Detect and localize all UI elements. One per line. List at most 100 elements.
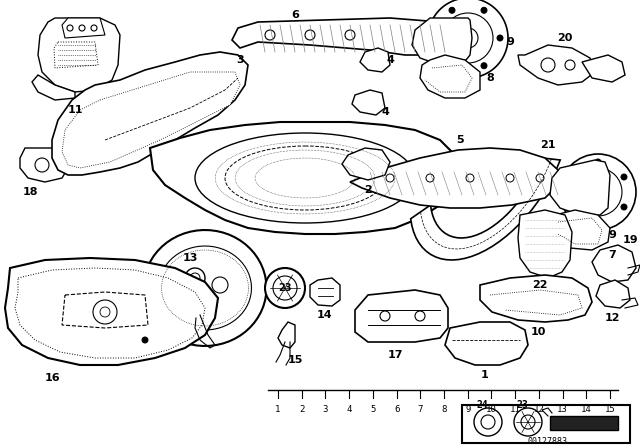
- Text: 22: 22: [532, 280, 548, 290]
- Circle shape: [265, 30, 275, 40]
- Circle shape: [443, 13, 493, 63]
- Circle shape: [449, 63, 455, 69]
- Polygon shape: [411, 158, 560, 260]
- Text: 2: 2: [364, 185, 372, 195]
- Text: 18: 18: [22, 187, 38, 197]
- Circle shape: [621, 204, 627, 210]
- Polygon shape: [596, 280, 630, 308]
- Text: 10: 10: [531, 327, 546, 337]
- Circle shape: [35, 158, 49, 172]
- Text: 13: 13: [557, 405, 568, 414]
- Circle shape: [203, 298, 217, 312]
- Circle shape: [595, 219, 601, 225]
- Text: 6: 6: [291, 10, 299, 20]
- Circle shape: [541, 58, 555, 72]
- Circle shape: [481, 7, 487, 13]
- Text: 16: 16: [44, 373, 60, 383]
- Polygon shape: [232, 18, 448, 55]
- Polygon shape: [518, 45, 595, 85]
- Ellipse shape: [195, 133, 415, 223]
- Text: 1: 1: [481, 370, 489, 380]
- Text: 11: 11: [510, 405, 520, 414]
- Text: 4: 4: [381, 107, 389, 117]
- Circle shape: [569, 174, 575, 180]
- Text: 23: 23: [516, 400, 528, 410]
- Text: 3: 3: [236, 55, 244, 65]
- Circle shape: [79, 25, 85, 31]
- Text: 17: 17: [387, 350, 403, 360]
- Polygon shape: [412, 18, 472, 65]
- Polygon shape: [420, 55, 480, 98]
- Circle shape: [273, 276, 297, 300]
- Polygon shape: [278, 322, 295, 348]
- Circle shape: [449, 7, 455, 13]
- Bar: [462, 405, 630, 443]
- Polygon shape: [350, 148, 558, 208]
- Circle shape: [433, 35, 439, 41]
- Circle shape: [386, 174, 394, 182]
- Polygon shape: [582, 55, 625, 82]
- Text: 21: 21: [540, 140, 556, 150]
- Circle shape: [305, 30, 315, 40]
- Text: 24: 24: [476, 400, 488, 410]
- Polygon shape: [355, 290, 448, 342]
- Polygon shape: [352, 90, 385, 115]
- Text: 5: 5: [370, 405, 376, 414]
- Circle shape: [481, 63, 487, 69]
- Circle shape: [93, 300, 117, 324]
- Polygon shape: [342, 148, 390, 180]
- Polygon shape: [15, 268, 205, 358]
- Circle shape: [426, 174, 434, 182]
- Text: 10: 10: [486, 405, 497, 414]
- Circle shape: [588, 182, 608, 202]
- Polygon shape: [62, 18, 105, 38]
- Circle shape: [474, 408, 502, 436]
- Polygon shape: [5, 258, 218, 365]
- Text: 13: 13: [182, 253, 198, 263]
- Circle shape: [345, 30, 355, 40]
- Text: 4: 4: [346, 405, 352, 414]
- Polygon shape: [592, 245, 636, 282]
- Text: 15: 15: [287, 355, 303, 365]
- Text: 1: 1: [275, 405, 281, 414]
- Polygon shape: [150, 122, 458, 234]
- Polygon shape: [480, 275, 592, 322]
- Circle shape: [142, 337, 148, 343]
- Polygon shape: [550, 160, 610, 215]
- Text: 8: 8: [442, 405, 447, 414]
- Circle shape: [91, 25, 97, 31]
- Text: 14: 14: [317, 310, 333, 320]
- Circle shape: [185, 268, 205, 288]
- Circle shape: [560, 154, 636, 230]
- Polygon shape: [38, 18, 120, 92]
- Ellipse shape: [225, 146, 385, 210]
- Polygon shape: [62, 72, 240, 168]
- Text: 9: 9: [465, 405, 470, 414]
- Circle shape: [506, 174, 514, 182]
- Text: 23: 23: [278, 283, 292, 293]
- Polygon shape: [310, 278, 340, 306]
- Circle shape: [428, 0, 508, 78]
- Text: 15: 15: [605, 405, 616, 414]
- Text: 8: 8: [486, 73, 494, 83]
- Circle shape: [190, 273, 200, 283]
- Circle shape: [565, 60, 575, 70]
- Circle shape: [415, 311, 425, 321]
- Circle shape: [67, 25, 73, 31]
- Text: 5: 5: [456, 135, 464, 145]
- Circle shape: [514, 408, 542, 436]
- Polygon shape: [159, 246, 252, 330]
- Polygon shape: [62, 292, 148, 328]
- Circle shape: [536, 174, 544, 182]
- Polygon shape: [32, 75, 75, 100]
- Text: 4: 4: [386, 55, 394, 65]
- Circle shape: [621, 174, 627, 180]
- Polygon shape: [54, 42, 98, 68]
- Circle shape: [481, 415, 495, 429]
- Polygon shape: [518, 210, 572, 278]
- Text: 6: 6: [394, 405, 399, 414]
- Text: 3: 3: [323, 405, 328, 414]
- Polygon shape: [20, 148, 68, 182]
- Text: 9: 9: [506, 37, 514, 47]
- Circle shape: [100, 307, 110, 317]
